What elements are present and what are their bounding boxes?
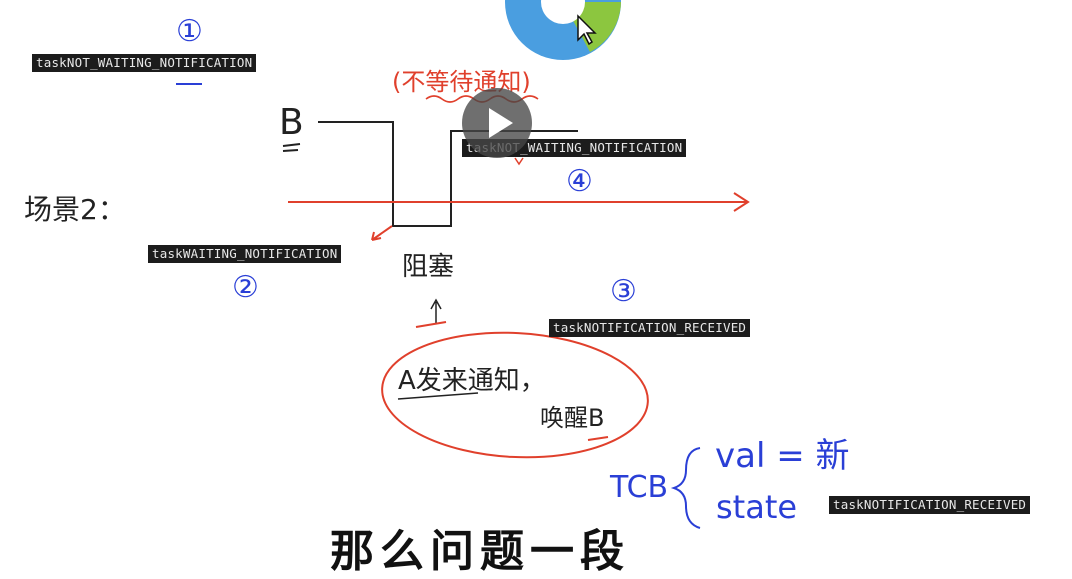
wake-b-note: 唤醒B xyxy=(540,404,605,432)
tcb-brace xyxy=(670,447,701,529)
label-received: taskNOTIFICATION_RECEIVED xyxy=(549,319,751,337)
tcb-label: TCB xyxy=(610,470,669,505)
label-not-waiting-1: taskNOT_WAITING_NOTIFICATION xyxy=(32,54,257,72)
blocked-label: 阻塞 xyxy=(402,252,455,282)
number-2: ② xyxy=(232,270,259,305)
number-3: ③ xyxy=(610,274,637,309)
play-button[interactable] xyxy=(462,88,532,158)
tcb-state-field: state xyxy=(716,488,798,526)
whiteboard-drawing xyxy=(176,0,750,529)
play-icon xyxy=(489,108,513,138)
timeline-arrow xyxy=(288,192,750,212)
pointer-arrow-2 xyxy=(371,225,393,241)
label-waiting: taskWAITING_NOTIFICATION xyxy=(148,245,342,263)
label-tcb-state: taskNOTIFICATION_RECEIVED xyxy=(829,496,1031,514)
scene-label: 场景2： xyxy=(24,193,126,226)
whiteboard-canvas: taskNOT_WAITING_NOTIFICATION taskNOT_WAI… xyxy=(24,0,1031,577)
a-sends-note: A发来通知， xyxy=(398,366,546,396)
video-subtitle: 那么问题一段 xyxy=(330,526,630,577)
number-4: ④ xyxy=(566,164,593,199)
highlight-ellipse xyxy=(381,331,649,459)
number-1: ① xyxy=(176,14,203,49)
tcb-val: val = 新 xyxy=(715,436,850,476)
signal-waveform xyxy=(318,121,578,227)
disc-logo-icon xyxy=(505,0,621,60)
cursor-icon xyxy=(577,14,597,46)
task-b-label: B xyxy=(279,102,304,143)
up-arrow xyxy=(430,298,442,324)
